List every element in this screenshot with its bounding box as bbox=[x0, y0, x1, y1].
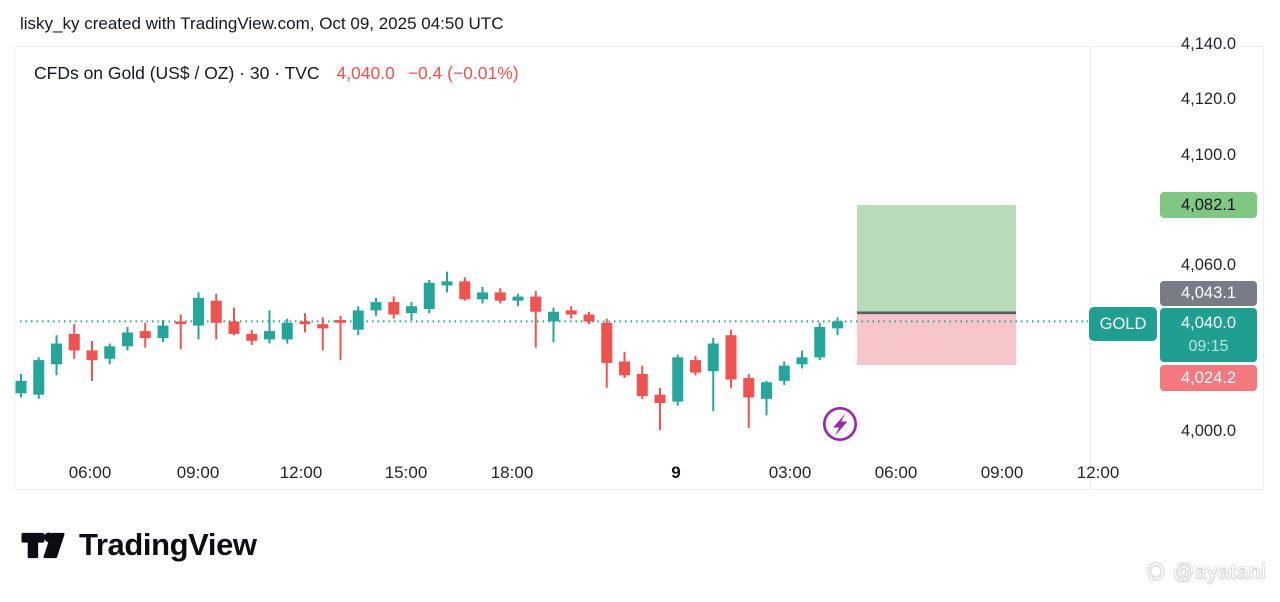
candle-body bbox=[477, 292, 488, 300]
time-tick-label: 09:00 bbox=[980, 463, 1024, 482]
forecast-upper-zone bbox=[857, 205, 1016, 313]
candle-body bbox=[388, 302, 400, 315]
forecast-upper-price-badge: 4,082.1 bbox=[1160, 192, 1257, 218]
tradingview-logo: TradingView bbox=[20, 527, 257, 563]
candle-body bbox=[636, 373, 648, 397]
tradingview-logo-icon bbox=[21, 532, 65, 558]
candle-body bbox=[246, 333, 258, 341]
price-axis[interactable]: 4,140.0 4,120.0 4,100.0 4,060.0 4,000.0 bbox=[1091, 35, 1263, 490]
lightning-icon[interactable] bbox=[820, 404, 860, 444]
candle-body bbox=[761, 382, 772, 399]
lightning-bolt bbox=[833, 413, 848, 436]
candle-body bbox=[157, 325, 169, 339]
current-price-value: 4,040.0 bbox=[1180, 314, 1237, 332]
chart-panel-border bbox=[14, 46, 1264, 490]
candle-body bbox=[743, 378, 755, 398]
candle-body bbox=[832, 321, 843, 329]
candle-body bbox=[352, 310, 364, 330]
candle-body bbox=[548, 311, 559, 322]
candle-body bbox=[512, 296, 524, 301]
candle-body bbox=[494, 292, 506, 301]
symbol-header: CFDs on Gold (US$ / OZ) · 30 · TVC 4,040… bbox=[34, 63, 519, 84]
price-tick-label: 4,000.0 bbox=[1180, 422, 1237, 440]
candle-body bbox=[778, 365, 790, 381]
watermark: @ayatani bbox=[1146, 560, 1266, 584]
time-tick-label: 12:00 bbox=[279, 463, 323, 482]
candle-body bbox=[423, 282, 435, 309]
candle-body bbox=[530, 296, 542, 312]
candle-body bbox=[317, 324, 329, 329]
forecast-lower-price-badge: 4,024.2 bbox=[1160, 365, 1257, 391]
candle-body bbox=[370, 302, 382, 311]
candle-body bbox=[86, 350, 98, 361]
candle-body bbox=[406, 306, 417, 314]
candle-body bbox=[654, 394, 666, 403]
candle-body bbox=[15, 380, 27, 394]
time-tick-label: 03:00 bbox=[768, 463, 812, 482]
candle-body bbox=[690, 360, 701, 373]
attribution-text: lisky_ky created with TradingView.com, O… bbox=[20, 14, 504, 33]
candle-body bbox=[565, 310, 577, 315]
candle-body bbox=[707, 343, 719, 372]
price-tick-label: 4,120.0 bbox=[1180, 90, 1237, 109]
watermark-chat-icon bbox=[1148, 563, 1164, 581]
candle-body bbox=[104, 346, 116, 359]
lightning-circle bbox=[822, 406, 858, 442]
candle-body bbox=[281, 322, 293, 340]
candle-body bbox=[51, 343, 62, 365]
tradingview-logo-text: TradingView bbox=[79, 527, 257, 562]
current-price-badge: 4,040.0 09:15 bbox=[1160, 308, 1257, 362]
time-tick-label: 06:00 bbox=[874, 463, 918, 482]
candle-body bbox=[264, 331, 275, 340]
time-tick-label: 06:00 bbox=[68, 463, 112, 482]
candle-body bbox=[441, 281, 453, 286]
last-price: 4,040.0 bbox=[336, 63, 395, 83]
time-tick-label: 18:00 bbox=[490, 463, 534, 482]
candle-body bbox=[210, 300, 222, 323]
price-tick-label: 4,100.0 bbox=[1180, 145, 1237, 164]
candle-body bbox=[299, 321, 311, 325]
price-scale-separator bbox=[1090, 46, 1091, 490]
watermark-text: @ayatani bbox=[1172, 560, 1266, 583]
time-tick-label: 12:00 bbox=[1076, 463, 1120, 482]
price-tick-label: 4,060.0 bbox=[1180, 256, 1237, 275]
time-tick-label: 9 bbox=[671, 463, 681, 482]
candle-body bbox=[139, 331, 151, 339]
price-change: −0.4 (−0.01%) bbox=[407, 63, 519, 83]
series-label-gold: GOLD bbox=[1089, 307, 1157, 341]
time-tick-label: 15:00 bbox=[384, 463, 428, 482]
candle-body bbox=[68, 333, 80, 351]
candle-body bbox=[335, 320, 346, 323]
candle-body bbox=[725, 335, 737, 380]
forecast-lower-zone bbox=[857, 312, 1016, 366]
bar-countdown: 09:15 bbox=[1188, 338, 1229, 355]
candle-body bbox=[814, 326, 826, 358]
symbol-title: CFDs on Gold (US$ / OZ) · 30 · TVC bbox=[34, 63, 320, 83]
candle-body bbox=[228, 321, 240, 334]
price-tick-label: 4,140.0 bbox=[1180, 35, 1237, 53]
candle-body bbox=[583, 314, 595, 322]
time-axis[interactable]: 06:00 09:00 12:00 15:00 18:00 9 03:00 06:00 09:0… bbox=[14, 456, 1264, 490]
candle-body bbox=[175, 321, 187, 325]
candle-body bbox=[619, 361, 630, 376]
candle-body bbox=[601, 322, 613, 363]
forecast-mid-price-badge: 4,043.1 bbox=[1160, 281, 1257, 306]
candle-body bbox=[796, 357, 808, 365]
candle-body bbox=[122, 332, 133, 347]
time-tick-label: 09:00 bbox=[176, 463, 220, 482]
candle-body bbox=[672, 357, 684, 402]
candle-body bbox=[33, 360, 45, 395]
candle-body bbox=[193, 297, 204, 326]
candle-body bbox=[459, 281, 471, 300]
